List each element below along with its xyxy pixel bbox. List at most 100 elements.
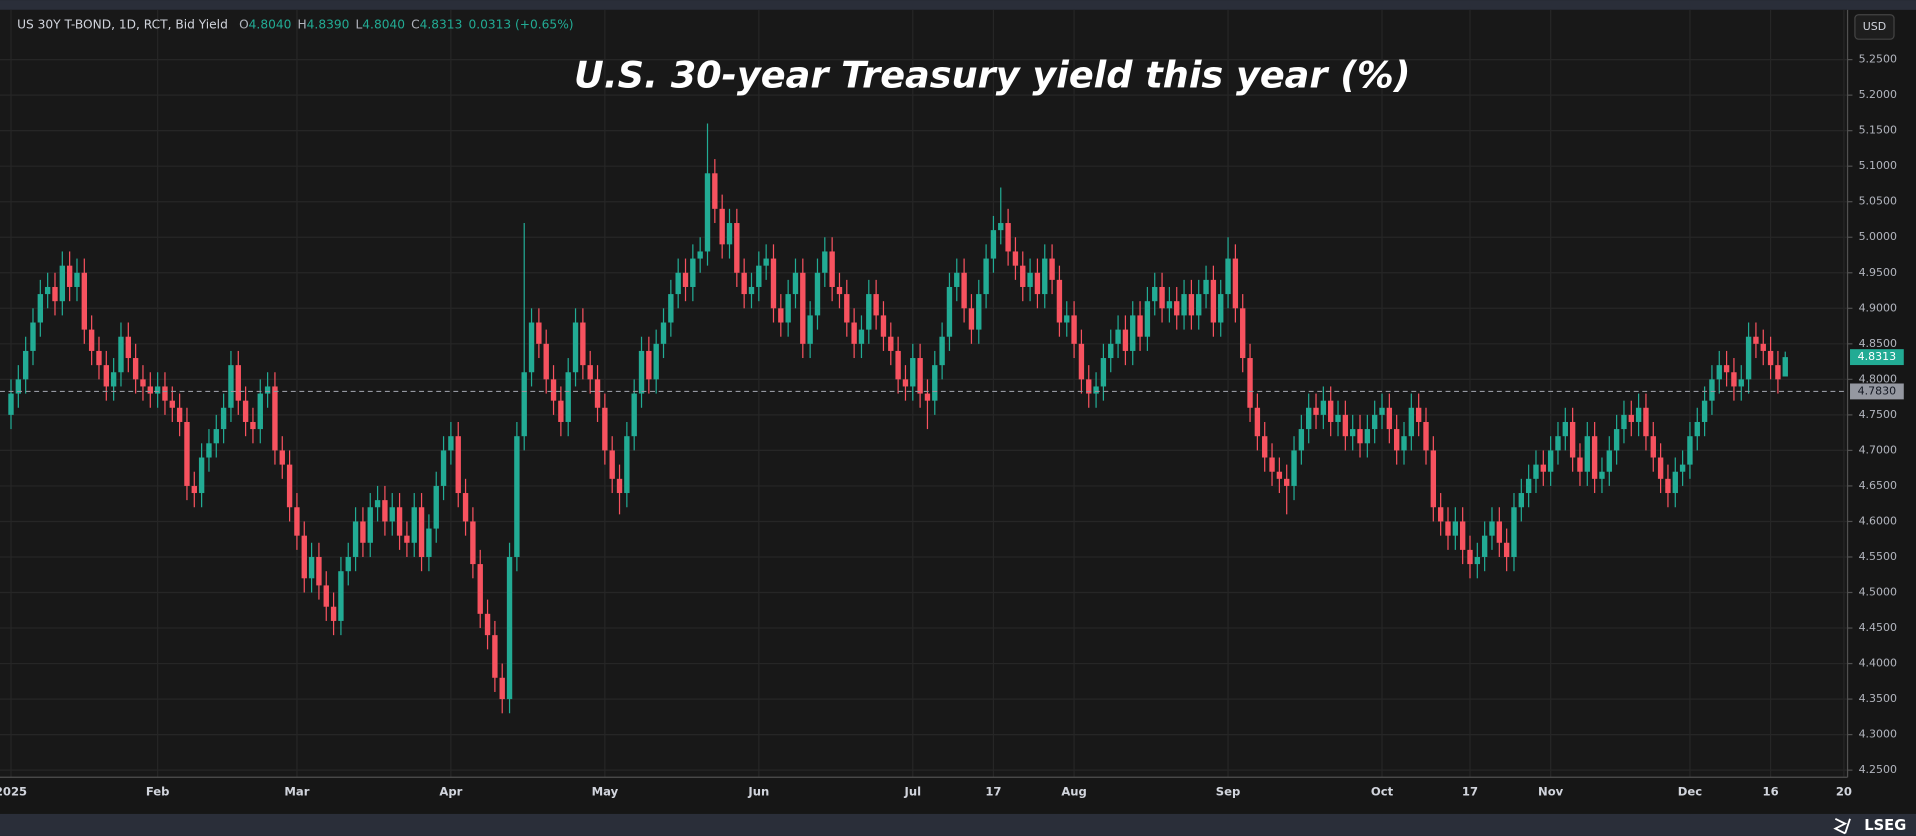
candle-body bbox=[1562, 421, 1568, 437]
candle-body bbox=[499, 677, 505, 700]
candle-body bbox=[998, 223, 1004, 231]
brand-logo: LSEG bbox=[1833, 817, 1906, 835]
candle-body bbox=[939, 336, 945, 366]
candle-body bbox=[1393, 429, 1400, 451]
candle-body bbox=[1481, 535, 1488, 557]
candle-body bbox=[536, 322, 542, 344]
candle-body bbox=[411, 507, 417, 543]
reference-label-box bbox=[1850, 383, 1904, 400]
currency-button[interactable] bbox=[1854, 14, 1895, 40]
candle-body bbox=[1555, 436, 1561, 451]
candle-body bbox=[272, 386, 278, 451]
candle-body bbox=[404, 535, 410, 543]
x-tick-label: Mar bbox=[284, 784, 309, 798]
ohlc-value: 4.8390 bbox=[307, 17, 350, 31]
candle-body bbox=[462, 493, 469, 522]
candle-body bbox=[1218, 294, 1224, 323]
candle-body bbox=[1188, 294, 1195, 316]
candle-body bbox=[8, 393, 14, 415]
candle-body bbox=[147, 386, 153, 394]
candle-body bbox=[844, 294, 850, 323]
candle-body bbox=[1489, 521, 1495, 536]
candle-body bbox=[1569, 421, 1576, 458]
currency[interactable]: USD bbox=[1863, 20, 1886, 33]
candle-body bbox=[1452, 521, 1459, 536]
candle-body bbox=[1540, 464, 1546, 472]
candle-body bbox=[814, 272, 821, 316]
candle-body bbox=[1284, 478, 1290, 486]
candle-body bbox=[1166, 301, 1173, 309]
candle-body bbox=[1320, 400, 1327, 415]
candle-body bbox=[778, 308, 784, 323]
candle-body bbox=[1122, 329, 1129, 351]
candle-body bbox=[1276, 471, 1283, 479]
candle-body bbox=[1174, 301, 1180, 316]
candle-body bbox=[1408, 407, 1415, 437]
candle-body bbox=[1159, 286, 1165, 309]
candle-body bbox=[1240, 308, 1246, 359]
candle-body bbox=[1225, 258, 1231, 295]
candle-body bbox=[990, 230, 997, 259]
candle-body bbox=[976, 294, 982, 330]
candle-body bbox=[624, 436, 630, 494]
candle-body bbox=[1687, 436, 1693, 465]
candle-body bbox=[1371, 414, 1378, 430]
candle-body bbox=[1115, 329, 1121, 344]
candle-body bbox=[1298, 429, 1305, 451]
candle-body bbox=[1503, 542, 1510, 557]
candle-body bbox=[1210, 279, 1217, 323]
candle-body bbox=[961, 272, 967, 309]
candle-body bbox=[983, 258, 989, 295]
candle-body bbox=[37, 294, 44, 323]
candle-body bbox=[726, 223, 733, 245]
candle-body bbox=[176, 407, 183, 422]
candle-body bbox=[682, 272, 689, 287]
candle-body bbox=[1474, 556, 1481, 565]
y-tick-label: 5.0000 bbox=[1859, 230, 1897, 243]
candle-body bbox=[1349, 429, 1356, 437]
candle-body bbox=[1291, 450, 1297, 486]
candle-body bbox=[294, 507, 300, 536]
candle-body bbox=[895, 350, 901, 380]
candle-body bbox=[1335, 414, 1341, 422]
ohlc-value: 4.8040 bbox=[249, 17, 292, 31]
candle-body bbox=[1108, 343, 1114, 359]
logo-mark bbox=[1833, 817, 1851, 835]
candle-body bbox=[792, 272, 799, 295]
candle-body bbox=[1005, 223, 1011, 252]
candle-body bbox=[66, 265, 73, 287]
candle-body bbox=[264, 386, 271, 394]
candle-body bbox=[1012, 251, 1019, 266]
candle-body bbox=[184, 421, 190, 486]
candle-body bbox=[492, 635, 498, 678]
candle-body bbox=[206, 443, 212, 458]
y-tick-label: 4.3500 bbox=[1859, 692, 1897, 705]
candle-body bbox=[220, 407, 227, 430]
candle-body bbox=[132, 358, 139, 380]
candle-body bbox=[418, 507, 425, 557]
candle-body bbox=[1262, 436, 1268, 458]
candle-body bbox=[1203, 279, 1209, 295]
candle-body bbox=[279, 450, 285, 465]
candle-body bbox=[426, 528, 432, 557]
candle-body bbox=[323, 585, 329, 607]
candle-body bbox=[1511, 507, 1517, 557]
candle-body bbox=[910, 358, 916, 387]
y-tick-label: 5.0500 bbox=[1859, 195, 1897, 208]
candle-body bbox=[1313, 407, 1319, 415]
candle-body bbox=[1731, 372, 1737, 387]
candle-body bbox=[1716, 365, 1722, 380]
y-tick-label: 4.4500 bbox=[1859, 621, 1897, 634]
candle-body bbox=[1357, 429, 1363, 444]
candle-body bbox=[528, 322, 535, 373]
candle-body bbox=[1034, 272, 1041, 295]
candle-body bbox=[1723, 365, 1730, 373]
candle-body bbox=[1628, 414, 1634, 422]
candle-body bbox=[800, 272, 806, 344]
x-tick-label: Sep bbox=[1216, 784, 1241, 798]
x-tick-label: Oct bbox=[1371, 784, 1394, 798]
candle-body bbox=[433, 485, 439, 529]
candle-body bbox=[169, 400, 175, 408]
candle-body bbox=[1306, 407, 1312, 430]
candle-body bbox=[198, 457, 205, 494]
